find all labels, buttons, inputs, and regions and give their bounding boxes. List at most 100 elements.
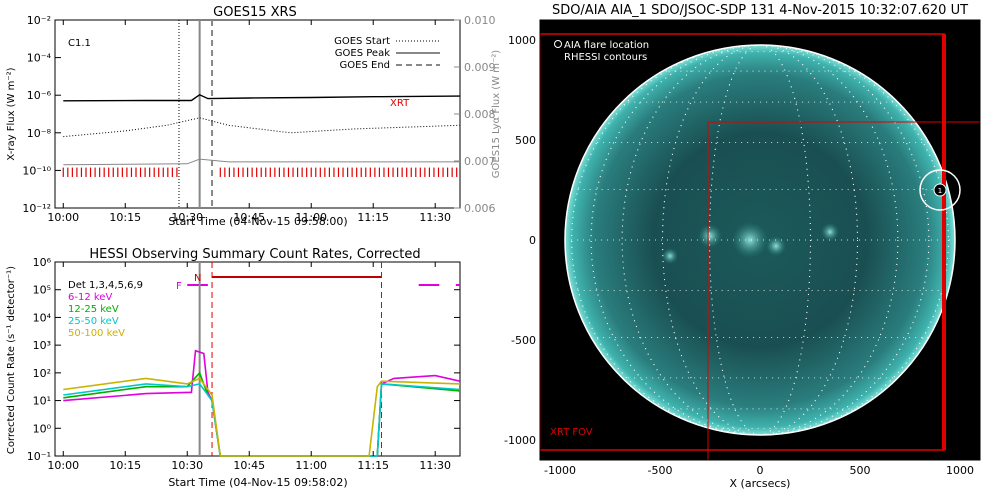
flare-circle — [919, 169, 961, 211]
aia-y-tick-label: -1000 — [504, 434, 536, 447]
hessi-x-tick-label: 11:30 — [419, 459, 451, 472]
goes-title: GOES15 XRS — [213, 5, 297, 20]
hessi-ylabel: Corrected Count Rate (s⁻¹ detector⁻¹) — [6, 266, 17, 454]
aia-axes: -1000 -500 0 500 1000 1000 500 0 -500 -1000 — [504, 34, 974, 477]
goes-class-label: C1.1 — [68, 38, 91, 49]
longitude-line — [709, 44, 811, 436]
goes-x-tick-label: 10:00 — [47, 211, 79, 224]
flare-location: 1 — [919, 169, 961, 211]
goes-y-tick-label: 10⁻¹⁰ — [22, 164, 51, 177]
hessi-x-tick-label: 11:15 — [357, 459, 389, 472]
hessi-series-25-50keV — [63, 383, 461, 457]
goes-x-tick-label: 11:30 — [419, 211, 451, 224]
hessi-x-tick-label: 10:45 — [233, 459, 265, 472]
aia-legend-flare: AIA flare location — [564, 40, 649, 51]
aia-legend-rhessi: RHESSI contours — [564, 52, 647, 63]
hessi-y-tick-label: 10¹ — [33, 395, 51, 408]
aia-title: SDO/AIA AIA_1 SDO/JSOC-SDP 131 4-Nov-201… — [552, 3, 968, 18]
goes-x-tick-label: 10:15 — [109, 211, 141, 224]
hessi-legend-6-12: 6-12 keV — [68, 292, 112, 303]
hessi-series-6-12keV — [63, 349, 461, 457]
goes-frame — [54, 19, 461, 209]
aia-fov-label: XRT FOV — [550, 427, 593, 438]
goes-x-tick-label: 11:15 — [357, 211, 389, 224]
solar-limb — [564, 44, 956, 436]
xrt-fov-box — [707, 121, 980, 460]
goes-legend-end-label: GOES End — [340, 60, 390, 71]
goes-ylabel-left: X-ray Flux (W m⁻²) — [6, 67, 17, 160]
aia-xlabel: X (arcsecs) — [730, 477, 791, 490]
hessi-y-tick-label: 10² — [33, 367, 51, 380]
hessi-legend-25-50: 25-50 keV — [68, 316, 119, 327]
active-regions — [662, 222, 839, 264]
goes-right-tick-label: 0.007 — [464, 155, 496, 168]
hessi-legend-12-25: 12-25 keV — [68, 304, 119, 315]
aia-y-tick-label: 500 — [515, 134, 536, 147]
hessi-x-tick-label: 10:15 — [109, 459, 141, 472]
goes-ylabel-right: GOES15 Lyα Flux (W m⁻²) — [491, 50, 502, 178]
aia-legend: AIA flare location RHESSI contours — [554, 40, 649, 63]
aia-x-tick-label: -500 — [648, 464, 673, 477]
goes-series-short — [63, 117, 461, 138]
hessi-y-tick-label: 10³ — [33, 339, 51, 352]
hessi-x-tick-label: 10:00 — [47, 459, 79, 472]
goes-y-tick-label: 10⁻⁶ — [27, 89, 52, 102]
aia-image-area: 1 — [540, 20, 980, 460]
aia-y-tick-label: 0 — [529, 234, 536, 247]
goes-y-tick-label: 10⁻¹² — [22, 202, 51, 215]
flare-number: 1 — [938, 187, 942, 195]
hessi-y-tick-label: 10⁶ — [33, 256, 52, 269]
hessi-series-50-100keV — [63, 377, 461, 457]
hessi-frame — [54, 261, 461, 457]
goes-legend: GOES Start GOES Peak GOES End — [334, 36, 440, 71]
goes-y-tick-label: 10⁻⁸ — [27, 127, 52, 140]
hessi-xlabel: Start Time (04-Nov-15 09:58:02) — [168, 476, 347, 489]
hessi-x-tick-label: 10:30 — [171, 459, 203, 472]
aia-flare-legend-icon — [554, 40, 562, 48]
hessi-x-tick-label: 11:00 — [295, 459, 327, 472]
goes-right-tick-label: 0.010 — [464, 14, 496, 27]
aia-y-tick-label: 1000 — [508, 34, 536, 47]
hessi-y-tick-label: 10⁰ — [33, 422, 52, 435]
hessi-legend: Det 1,3,4,5,6,9 6-12 keV 12-25 keV 25-50… — [68, 280, 143, 339]
goes-series-lya — [63, 158, 460, 166]
hessi-plot-area — [63, 262, 461, 457]
hessi-y-axis: 10⁶ 10⁵ 10⁴ 10³ 10² 10¹ 10⁰ 10⁻¹ — [27, 256, 460, 463]
goes-right-tick-label: 0.006 — [464, 202, 496, 215]
aia-x-tick-label: 1000 — [946, 464, 974, 477]
goes-legend-start-label: GOES Start — [334, 36, 390, 47]
goes-y-axis-left: 10⁻² 10⁻⁴ 10⁻⁶ 10⁻⁸ 10⁻¹⁰ 10⁻¹² — [22, 14, 61, 215]
goes-x-tick-label: 10:30 — [171, 211, 203, 224]
rhessi-contour — [933, 183, 947, 197]
goes-plot-area — [62, 20, 461, 208]
hessi-y-tick-label: 10⁵ — [33, 284, 51, 297]
hessi-legend-title: Det 1,3,4,5,6,9 — [68, 280, 143, 291]
hessi-y-tick-label: 10⁴ — [33, 311, 52, 324]
goes-panel: GOES15 XRS 10:00 10:15 10:30 10:45 11:00 11:1… — [6, 5, 502, 228]
active-region-glow — [766, 236, 786, 256]
hessi-legend-50-100: 50-100 keV — [68, 328, 125, 339]
aia-panel: SDO/AIA AIA_1 SDO/JSOC-SDP 131 4-Nov-201… — [504, 3, 981, 490]
goes-y-tick-label: 10⁻² — [27, 14, 51, 27]
goes-series-long — [63, 93, 461, 102]
goes-xrt-label: XRT — [390, 98, 410, 109]
aia-x-tick-label: 0 — [757, 464, 764, 477]
hessi-x-axis: 10:00 10:15 10:30 10:45 11:00 11:15 11:30 — [47, 262, 451, 472]
active-region-glow — [662, 248, 678, 264]
hessi-flag-n-label: N — [194, 273, 201, 284]
hessi-panel: HESSI Observing Summary Count Rates, Cor… — [6, 247, 461, 489]
goes-right-tick-label: 0.008 — [464, 108, 496, 121]
goes-legend-peak-label: GOES Peak — [335, 48, 390, 59]
active-region-glow — [732, 222, 768, 258]
xrt-fov-boxes — [540, 33, 980, 460]
goes-x-tick-label: 11:00 — [295, 211, 327, 224]
goes-xlabel: Start Time (04-Nov-15 09:58:00) — [168, 215, 347, 228]
hessi-flag-f-label: F — [176, 281, 182, 292]
aia-x-tick-label: 500 — [850, 464, 871, 477]
goes-y-axis-right: 0.010 0.009 0.008 0.007 0.006 — [454, 14, 496, 215]
active-region-glow — [698, 224, 722, 248]
goes-y-tick-label: 10⁻⁴ — [27, 52, 52, 65]
active-region-glow — [821, 223, 839, 241]
hessi-title: HESSI Observing Summary Count Rates, Cor… — [89, 247, 420, 262]
